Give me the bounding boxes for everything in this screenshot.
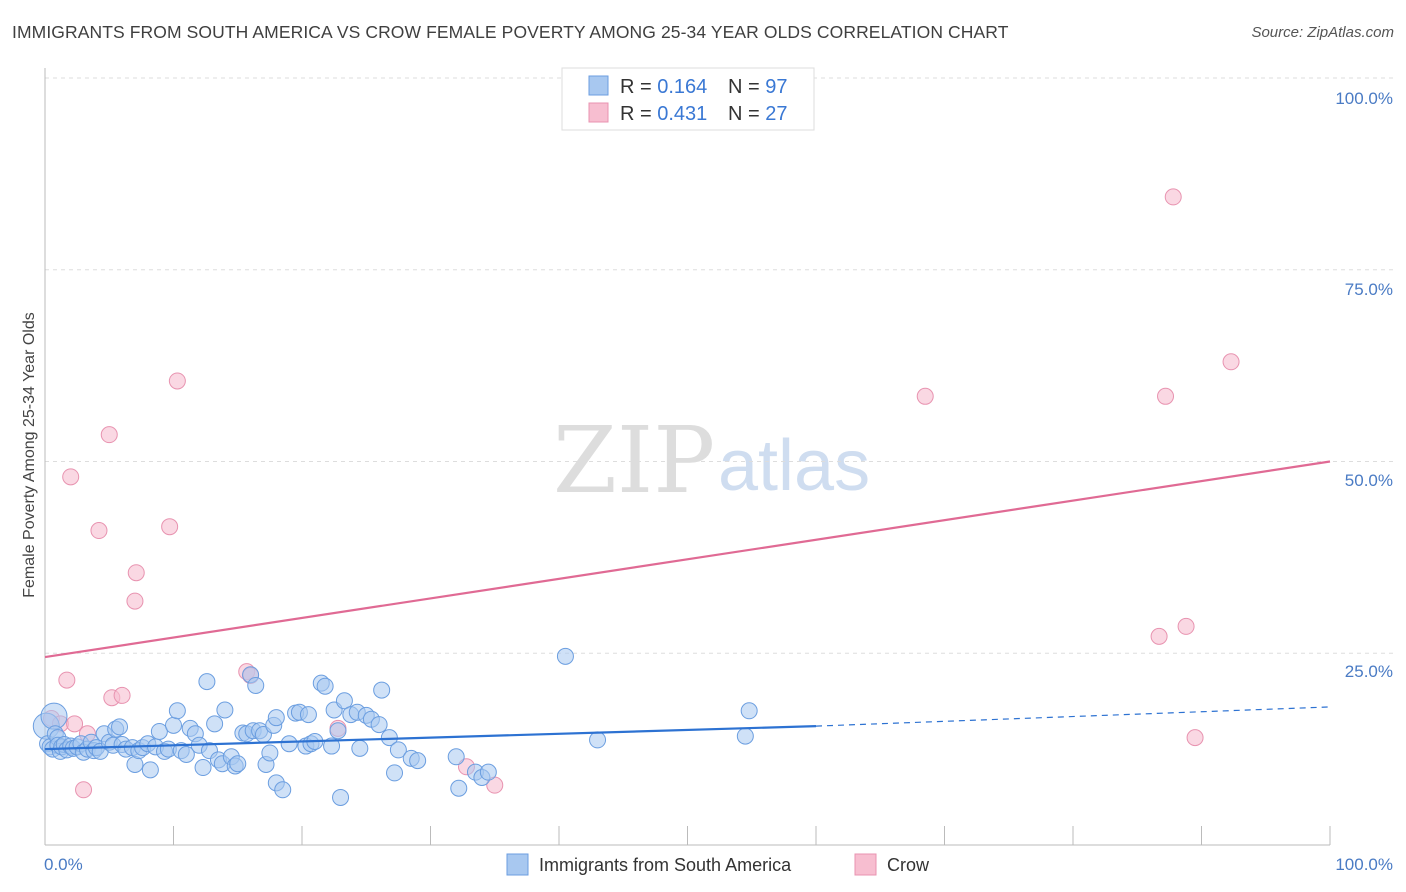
y-tick-label-100: 100.0% — [1335, 89, 1393, 108]
south-america-trend-extension — [815, 706, 1331, 727]
legend-blue-n-label: N = — [728, 76, 765, 98]
south-america-points — [32, 647, 758, 806]
bottom-legend-label-south-america: Immigrants from South America — [539, 855, 792, 875]
crow-point — [75, 781, 93, 799]
south-america-point — [194, 759, 212, 777]
crow-point — [66, 715, 84, 733]
south-america-point — [111, 718, 129, 736]
south-america-point — [479, 763, 497, 781]
south-america-point — [274, 781, 292, 799]
bottom-legend-swatch-pink — [854, 853, 877, 876]
legend-blue-r-value: 0.164 — [657, 76, 707, 98]
south-america-point — [168, 702, 186, 720]
legend-pink-n-label: N = — [728, 103, 765, 125]
y-tick-label-50: 50.0% — [1345, 471, 1393, 490]
south-america-point — [329, 722, 347, 740]
south-america-point — [141, 761, 159, 779]
south-america-point — [447, 748, 465, 766]
south-america-point — [299, 706, 317, 724]
legend-pink-r-value: 0.431 — [657, 103, 707, 125]
south-america-point — [177, 745, 195, 763]
south-america-point — [198, 673, 216, 691]
south-america-point — [351, 739, 369, 757]
bottom-legend-swatch-blue — [506, 853, 529, 876]
south-america-point — [736, 727, 754, 745]
south-america-point — [165, 716, 182, 734]
crow-point — [916, 387, 934, 405]
south-america-point — [332, 788, 350, 806]
crow-point — [100, 426, 118, 444]
watermark-zip: ZIP — [553, 407, 715, 514]
gridlines — [45, 77, 1395, 654]
south-america-point — [556, 647, 574, 665]
crow-point — [90, 522, 108, 540]
south-america-point — [386, 764, 404, 782]
watermark-atlas: atlas — [718, 426, 870, 506]
south-america-point — [261, 744, 279, 762]
legend-row-pink: R = 0.431 N = 27 — [620, 103, 788, 125]
south-america-point — [389, 741, 407, 759]
x-axis-ticks — [173, 826, 1331, 845]
legend-pink-n-value: 27 — [765, 103, 787, 125]
crow-point — [161, 518, 179, 536]
legend-row-blue: R = 0.164 N = 97 — [620, 76, 788, 98]
chart-title: IMMIGRANTS FROM SOUTH AMERICA VS CROW FE… — [12, 22, 1009, 42]
south-america-point — [450, 779, 468, 797]
crow-point — [1157, 387, 1175, 405]
south-america-point — [335, 692, 353, 710]
south-america-point — [247, 676, 265, 694]
legend-blue-r-label: R = — [620, 76, 657, 98]
south-america-point — [316, 677, 334, 695]
x-tick-label-0: 0.0% — [44, 855, 83, 874]
crow-point — [113, 686, 131, 704]
y-tick-label-75: 75.0% — [1345, 280, 1393, 299]
series-legend: Immigrants from South America Crow — [506, 853, 930, 876]
crow-point — [62, 468, 80, 486]
crow-point — [1164, 188, 1182, 206]
south-america-point — [740, 702, 758, 720]
legend-swatch-pink — [588, 102, 609, 123]
south-america-point — [589, 731, 607, 749]
south-america-point — [206, 715, 224, 733]
crow-point — [126, 592, 144, 610]
south-america-point — [40, 702, 68, 730]
crow-point — [127, 564, 145, 582]
south-america-point — [267, 709, 285, 727]
legend-swatch-blue — [588, 75, 609, 96]
south-america-trend-line — [44, 725, 817, 751]
south-america-point — [370, 716, 388, 734]
y-axis-title: Female Poverty Among 25-34 Year Olds — [21, 312, 38, 598]
crow-trend-line — [44, 460, 1331, 659]
crow-point — [1150, 627, 1168, 645]
south-america-point — [150, 722, 168, 740]
crow-point — [58, 671, 76, 689]
trend-lines — [44, 460, 1331, 751]
south-america-point — [409, 752, 427, 770]
legend-blue-n-value: 97 — [765, 76, 787, 98]
south-america-point — [280, 735, 298, 753]
y-tick-labels: 100.0% 75.0% 50.0% 25.0% — [1335, 89, 1393, 681]
watermark: ZIP atlas — [553, 407, 870, 514]
source-label: Source: ZipAtlas.com — [1251, 24, 1394, 41]
crow-point — [168, 372, 186, 390]
legend-pink-r-label: R = — [620, 103, 657, 125]
crow-point — [1186, 729, 1204, 747]
south-america-point — [323, 737, 341, 755]
crow-point — [1177, 617, 1195, 635]
south-america-point — [229, 755, 247, 773]
x-tick-label-100: 100.0% — [1335, 855, 1393, 874]
correlation-legend: R = 0.164 N = 97 R = 0.431 N = 27 — [561, 67, 815, 131]
south-america-point — [216, 701, 234, 719]
crow-point — [1222, 353, 1240, 371]
bottom-legend-label-crow: Crow — [887, 855, 930, 875]
south-america-point — [373, 681, 391, 699]
y-tick-label-25: 25.0% — [1345, 662, 1393, 681]
